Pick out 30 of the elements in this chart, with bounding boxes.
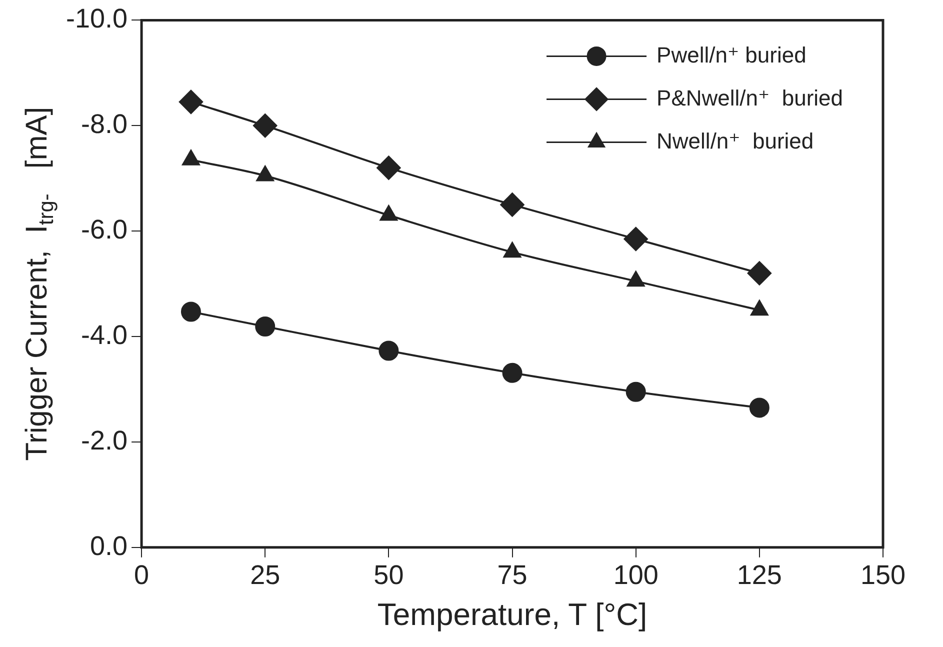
point [626,382,646,402]
point [747,261,772,286]
y-tick-label: -8.0 [81,109,128,140]
x-tick-label: 25 [250,560,280,590]
point [502,362,522,383]
point [500,192,524,217]
point [376,156,401,180]
point [749,398,770,418]
x-tick-label: 150 [860,560,906,590]
y-tick-label: -2.0 [81,425,128,456]
point [378,340,399,361]
x-tick-label: 75 [497,560,528,590]
x-tick-label: 125 [736,560,782,590]
y-tick-label: -6.0 [81,214,128,245]
legend-label: P&Nwell/n⁺ buried [656,85,844,110]
point [624,226,648,251]
point [255,316,276,337]
legend-label: Nwell/n⁺ buried [656,128,814,154]
y-tick-label: 0.0 [90,530,128,561]
y-axis-title: Trigger Current, Itrg- [mA] [20,106,58,461]
point [253,114,278,138]
point [180,302,201,322]
y-tick-label: -4.0 [81,320,128,350]
x-tick-label: 100 [613,560,658,590]
x-tick-label: 50 [374,560,404,590]
x-axis-title: Temperature, T [°C] [377,596,648,632]
legend-label: Pwell/n⁺ buried [656,42,806,68]
y-tick-label: -10.0 [66,4,128,34]
x-tick-label: 0 [134,560,150,590]
point [178,90,203,114]
